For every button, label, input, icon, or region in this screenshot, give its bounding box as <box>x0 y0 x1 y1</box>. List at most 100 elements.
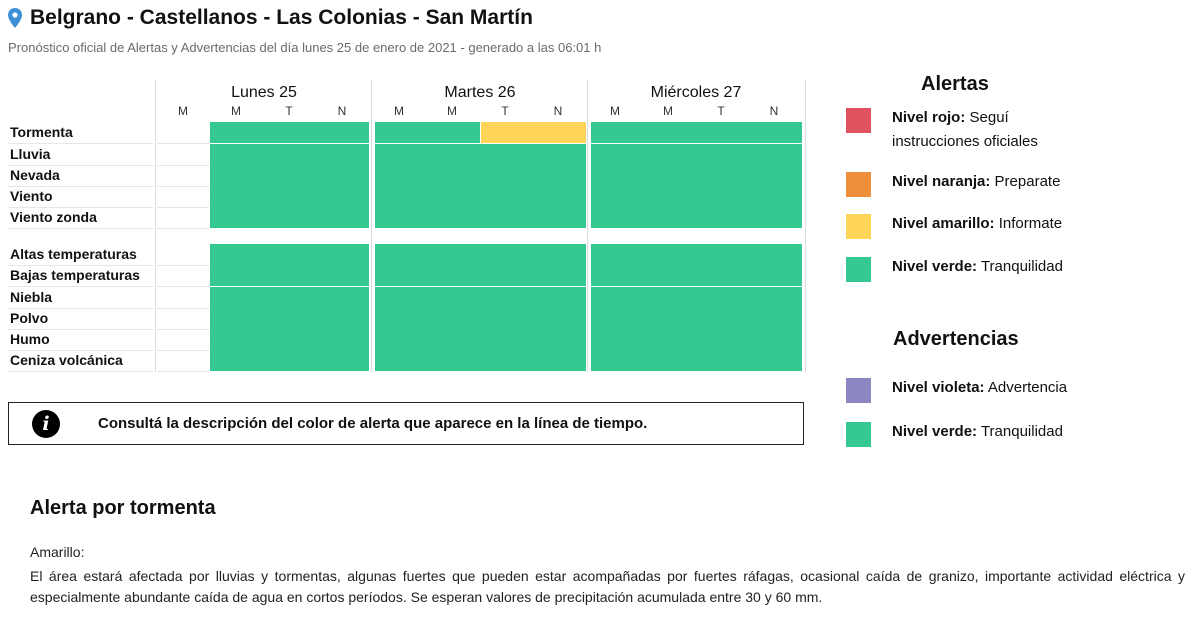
alert-cell-green <box>210 144 369 165</box>
legend-level-name: Nivel naranja: <box>892 173 991 190</box>
period-header: T <box>717 104 725 118</box>
alert-cell-green <box>375 165 586 186</box>
legend-level-name: Nivel verde: <box>892 423 978 440</box>
period-header: M <box>610 104 620 118</box>
alert-cell-green <box>375 244 586 265</box>
alert-cell-green <box>591 329 802 350</box>
legend-level-name: Nivel rojo: <box>892 109 966 126</box>
hazard-row-label: Niebla <box>10 289 53 305</box>
info-box: i Consultá la descripción del color de a… <box>8 402 804 445</box>
period-header: N <box>769 104 779 118</box>
alert-cell-green <box>210 329 369 350</box>
grid-separator <box>155 80 156 372</box>
alert-cell-green <box>375 287 586 308</box>
alert-timeline-grid: Lunes 25 M M T N Martes 26 M M T N Miércoles 27 M M T… <box>0 0 810 390</box>
legend-item-yellow: Nivel amarillo: Informate <box>892 212 1062 236</box>
row-divider <box>8 143 153 144</box>
hazard-row-label: Bajas temperaturas <box>10 267 140 283</box>
period-header: N <box>337 104 347 118</box>
day-header: Miércoles 27 <box>650 84 742 101</box>
day-header: Lunes 25 <box>231 84 297 101</box>
legend-level-description: Tranquilidad <box>977 423 1063 440</box>
row-divider <box>8 265 153 266</box>
legend-swatch-red <box>846 108 871 133</box>
info-icon: i <box>32 410 60 438</box>
page-subtitle: Pronóstico oficial de Alertas y Adverten… <box>8 40 602 55</box>
alerts-legend-title: Alertas <box>921 73 989 95</box>
alert-detail-title: Alerta por tormenta <box>30 497 216 519</box>
hazard-row-label: Polvo <box>10 310 49 326</box>
legend-level-description: Preparate <box>990 173 1061 190</box>
period-header: T <box>285 104 293 118</box>
row-divider <box>157 350 209 351</box>
legend-swatch-yellow <box>846 214 871 239</box>
grid-separator <box>371 80 372 372</box>
legend-swatch-green <box>846 257 871 282</box>
row-divider <box>157 165 209 166</box>
row-divider <box>157 207 209 208</box>
alert-cell-green <box>375 122 480 143</box>
legend-level-name: Nivel verde: <box>892 258 978 275</box>
row-divider <box>157 186 209 187</box>
row-divider <box>8 371 153 372</box>
legend-level-name: Nivel amarillo: <box>892 215 995 232</box>
hazard-row-label: Altas temperaturas <box>10 246 137 262</box>
alert-detail-description: El área estará afectada por lluvias y to… <box>30 568 1185 605</box>
alert-cell-green <box>210 244 369 265</box>
alert-cell-green <box>591 308 802 329</box>
alert-cell-green <box>210 308 369 329</box>
legend-item-violet: Nivel violeta: Advertencia <box>892 376 1067 400</box>
hazard-row-label: Humo <box>10 331 50 347</box>
warnings-legend-title: Advertencias <box>893 328 1019 350</box>
alert-cell-green <box>591 244 802 265</box>
alert-cell-green <box>375 308 586 329</box>
alert-cell-green <box>591 287 802 308</box>
alert-cell-green <box>210 350 369 371</box>
alert-cell-green <box>375 350 586 371</box>
row-divider <box>8 329 153 330</box>
legend-level-description: Seguí instrucciones oficiales <box>892 109 1038 150</box>
day-header: Martes 26 <box>444 84 516 101</box>
row-divider <box>8 165 153 166</box>
legend-swatch-violet <box>846 378 871 403</box>
hazard-row-label: Viento <box>10 188 53 204</box>
legend-level-description: Tranquilidad <box>977 258 1063 275</box>
alert-cell-yellow <box>481 122 586 143</box>
legend-item-green: Nivel verde: Tranquilidad <box>892 255 1063 279</box>
row-divider <box>157 371 209 372</box>
legend-item-red: Nivel rojo: Seguí instrucciones oficiale… <box>892 106 1082 154</box>
alert-cell-green <box>375 144 586 165</box>
hazard-row-label: Tormenta <box>10 124 73 140</box>
alert-cell-green <box>210 186 369 207</box>
row-divider <box>157 308 209 309</box>
alert-cell-green <box>591 186 802 207</box>
grid-separator <box>587 80 588 372</box>
alert-cell-green <box>375 265 586 286</box>
legend-item-orange: Nivel naranja: Preparate <box>892 170 1060 194</box>
row-divider <box>8 350 153 351</box>
alert-cell-green <box>591 350 802 371</box>
legend-level-name: Nivel violeta: <box>892 379 985 396</box>
alert-cell-green <box>591 165 802 186</box>
period-header: N <box>553 104 563 118</box>
legend-item-green: Nivel verde: Tranquilidad <box>892 420 1063 444</box>
info-text: Consultá la descripción del color de ale… <box>98 415 648 432</box>
row-divider <box>8 207 153 208</box>
row-divider <box>8 286 153 287</box>
legend-swatch-orange <box>846 172 871 197</box>
alert-cell-green <box>210 287 369 308</box>
period-header: M <box>394 104 404 118</box>
hazard-row-label: Ceniza volcánica <box>10 352 123 368</box>
hazard-row-label: Lluvia <box>10 146 51 162</box>
page-title: Belgrano - Castellanos - Las Colonias - … <box>30 6 533 29</box>
alert-cell-green <box>591 122 802 143</box>
alert-cell-green <box>210 165 369 186</box>
legend-level-description: Advertencia <box>984 379 1068 396</box>
period-header: T <box>501 104 509 118</box>
period-header: M <box>231 104 241 118</box>
alert-cell-green <box>210 265 369 286</box>
alert-cell-green <box>591 265 802 286</box>
alert-cell-green <box>375 186 586 207</box>
period-header: M <box>178 104 188 118</box>
alert-cell-green <box>591 144 802 165</box>
